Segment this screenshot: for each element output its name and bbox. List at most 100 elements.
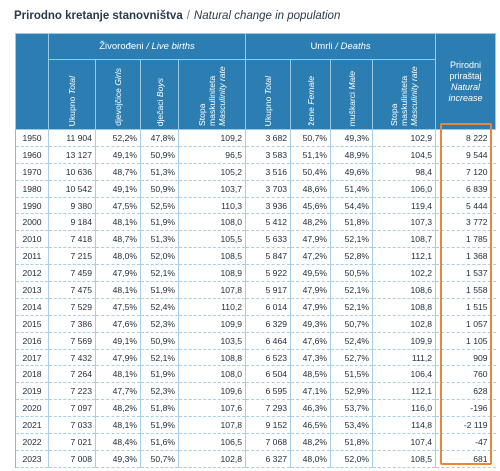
value-cell: 45,6% — [290, 197, 331, 215]
value-cell: 105,5 — [177, 230, 246, 249]
table-row: 2013 7 475 48,1% 51,9% 107,8 5 917 47,9% 52,1% 1… — [15, 281, 496, 299]
column-label: muškarci — [346, 91, 357, 126]
title-hr: Prirodno kretanje stanovništva — [14, 10, 183, 22]
value-cell: 1 785 — [435, 230, 496, 249]
table-row: 1950 11 904 52,2% 47,8% 109,2 3 682 50,7% 49,3%… — [15, 129, 496, 147]
value-cell: 50,5% — [330, 264, 373, 283]
table-row: 2016 7 569 49,1% 50,9% 103,5 6 464 47,6% 52,4% 1… — [15, 332, 496, 350]
table-row: 2012 7 459 47,9% 52,1% 108,9 5 922 49,5% 50,5% 1… — [15, 264, 496, 283]
column-label: djevojčice — [113, 88, 123, 126]
group-label-en: Natural increase — [448, 81, 483, 103]
value-cell: 48,5% — [290, 365, 331, 384]
value-cell: 9 544 — [435, 146, 496, 164]
value-cell: 49,3% — [95, 450, 141, 468]
table-row: 1990 9 380 47,5% 52,5% 110,3 3 936 45,6% 54,4% 1… — [15, 197, 496, 215]
header-row: Ukupno Total djevojčice Girls dječaci Boys… — [16, 59, 496, 130]
value-cell: 7 432 — [48, 349, 96, 367]
value-cell: 47,9% — [95, 349, 141, 367]
value-cell: 52,4% — [330, 332, 373, 350]
value-cell: 3 516 — [245, 163, 291, 181]
value-cell: 1 558 — [435, 281, 496, 299]
value-cell: 52,9% — [330, 382, 373, 401]
group-header: Prirodni priraštaj Natural increase — [435, 33, 497, 130]
column-label-wrap: žene Female — [306, 76, 316, 126]
column-label-wrap: dječaci Boys — [155, 78, 165, 126]
value-cell: 5 412 — [245, 213, 291, 232]
value-cell: 108,6 — [372, 281, 436, 299]
value-cell: 109,2 — [177, 129, 246, 147]
value-cell: 48,0% — [290, 450, 331, 468]
value-cell: 48,2% — [290, 213, 331, 232]
value-cell: 760 — [435, 365, 496, 384]
value-cell: 107,4 — [372, 433, 436, 451]
title: Prirodno kretanje stanovništva / Natural c… — [14, 10, 340, 22]
column-label-wrap: Stopa maskuliniteta Masculinity rate — [389, 60, 419, 126]
group-separator: / — [335, 41, 338, 52]
value-cell: 48,2% — [290, 433, 331, 451]
value-cell: 7 120 — [435, 163, 496, 181]
value-cell: 107,8 — [177, 416, 246, 435]
value-cell: 48,1% — [95, 416, 141, 435]
year-cell: 1980 — [15, 180, 49, 198]
value-cell: 51,8% — [140, 399, 179, 418]
value-cell: 109,9 — [372, 332, 436, 350]
value-cell: 10 636 — [48, 163, 96, 181]
table-row: 1960 13 127 49,1% 50,9% 96,5 3 583 51,1% 48,9% 1… — [15, 146, 496, 164]
value-cell: 52,0% — [330, 450, 373, 468]
value-cell: 47,9% — [290, 281, 331, 299]
year-cell: 2014 — [15, 298, 49, 316]
value-cell: 1 537 — [435, 264, 496, 283]
value-cell: -47 — [435, 433, 496, 451]
value-cell: 51,9% — [140, 281, 179, 299]
value-cell: 6 595 — [245, 382, 291, 401]
table-row: 2011 7 215 48,0% 52,0% 108,5 5 847 47,2% 52,8% 1… — [15, 247, 496, 266]
title-en: Natural change in population — [193, 10, 341, 22]
value-cell: 1 368 — [435, 247, 496, 266]
value-cell: 48,1% — [95, 213, 141, 232]
value-cell: 48,2% — [95, 399, 141, 418]
value-cell: 102,8 — [177, 450, 246, 468]
value-cell: 47,1% — [290, 382, 331, 401]
value-cell: 108,0 — [177, 365, 246, 384]
value-cell: 6 523 — [245, 349, 291, 367]
value-cell: 47,6% — [95, 315, 141, 333]
value-cell: 52,5% — [140, 197, 179, 215]
year-cell: 1960 — [15, 146, 49, 164]
value-cell: 5 633 — [245, 230, 291, 249]
column-header: djevojčice Girls — [95, 59, 141, 130]
value-cell: 104,5 — [372, 146, 436, 164]
value-cell: 7 569 — [48, 332, 96, 350]
value-cell: 9 152 — [245, 416, 291, 435]
value-cell: 47,9% — [95, 264, 141, 283]
value-cell: 108,5 — [177, 247, 246, 266]
value-cell: 5 847 — [245, 247, 291, 266]
value-cell: 50,7% — [330, 315, 373, 333]
column-label-wrap: djevojčice Girls — [113, 68, 123, 126]
column-label: žene — [305, 107, 316, 126]
year-cell: 2022 — [15, 433, 49, 451]
year-cell: 1970 — [15, 163, 49, 181]
value-cell: 11 904 — [48, 129, 96, 147]
value-cell: 107,6 — [177, 399, 246, 418]
value-cell: 7 097 — [48, 399, 96, 418]
value-cell: 103,5 — [177, 332, 246, 350]
group-separator: / — [146, 41, 149, 52]
column-label-wrap: Stopa maskuliniteta Masculinity rate — [197, 60, 227, 126]
value-cell: 48,1% — [95, 365, 141, 384]
value-cell: 9 380 — [48, 197, 96, 215]
table-row: 2021 7 033 48,1% 51,9% 107,8 9 152 46,5% 53,4% 1… — [15, 416, 496, 435]
value-cell: 52,3% — [140, 315, 179, 333]
value-cell: 109,6 — [177, 382, 246, 401]
group-label: Prirodni priraštaj — [449, 59, 482, 81]
value-cell: 9 184 — [48, 213, 96, 232]
column-header: Ukupno Total — [48, 59, 96, 130]
column-label-en: Male — [346, 70, 357, 90]
table-row: 2019 7 223 47,7% 52,3% 109,6 6 595 47,1% 52,9% 1… — [15, 382, 496, 401]
title-separator: / — [186, 10, 190, 22]
value-cell: 52,8% — [330, 247, 373, 266]
value-cell: 108,0 — [177, 213, 246, 232]
value-cell: 116,0 — [372, 399, 436, 418]
value-cell: 52,1% — [330, 298, 373, 316]
column-label-en: Masculinity rate — [409, 66, 420, 126]
